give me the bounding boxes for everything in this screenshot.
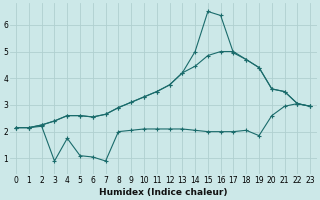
X-axis label: Humidex (Indice chaleur): Humidex (Indice chaleur)	[99, 188, 228, 197]
